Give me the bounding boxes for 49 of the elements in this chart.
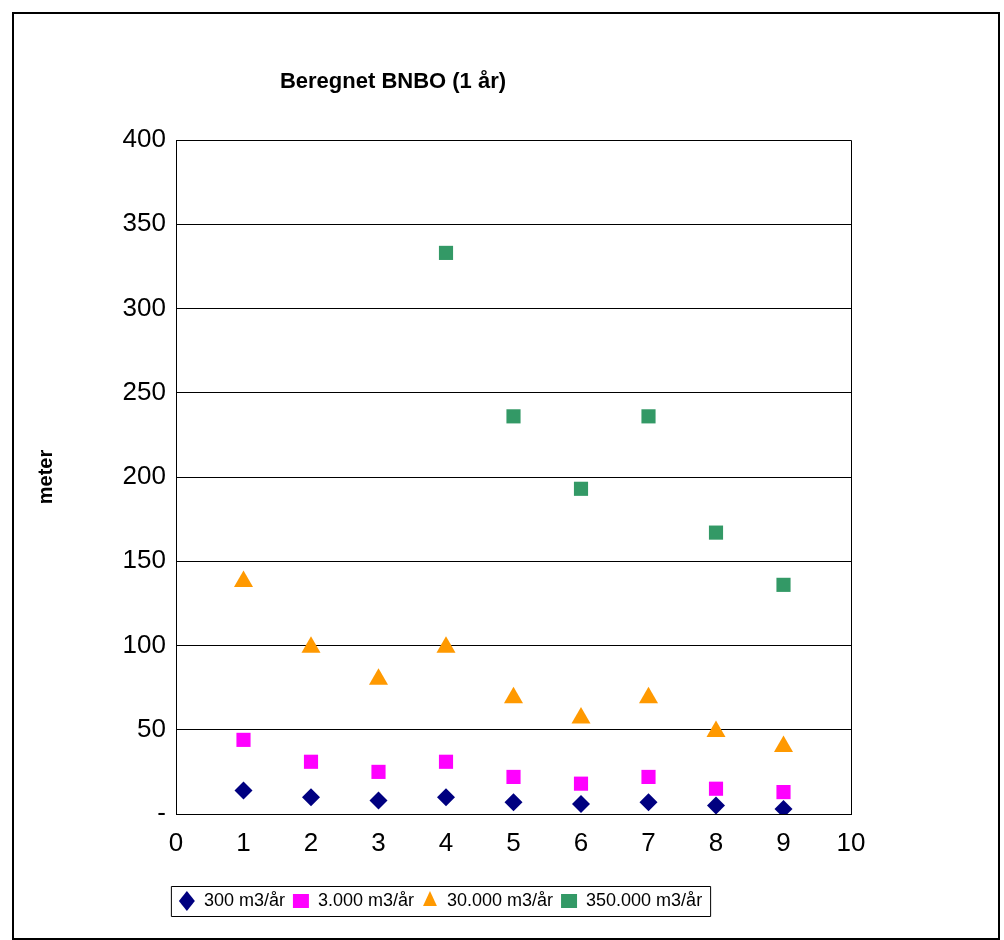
y-tick-label: 300 <box>122 291 166 322</box>
y-tick-label: - <box>157 797 166 828</box>
y-tick-label: 50 <box>137 712 166 743</box>
legend-label: 350.000 m3/år <box>586 889 703 910</box>
point <box>438 754 454 769</box>
point <box>641 409 656 424</box>
x-tick-label: 7 <box>641 826 656 857</box>
chart-title: Beregnet BNBO (1 år) <box>279 68 507 94</box>
point <box>776 577 791 592</box>
y-axis-title: meter <box>33 449 56 505</box>
legend-label: 300 m3/år <box>203 889 285 910</box>
point <box>437 788 455 807</box>
point <box>371 764 386 779</box>
point <box>639 793 658 812</box>
x-tick-label: 2 <box>303 826 319 857</box>
point <box>234 781 253 800</box>
x-tick-label: 0 <box>168 826 184 857</box>
y-tick-label: 350 <box>122 207 166 238</box>
x-tick-label: 5 <box>506 826 521 857</box>
y-tick-label: 250 <box>122 375 166 406</box>
point <box>369 791 388 810</box>
point <box>708 525 724 540</box>
point <box>438 245 454 260</box>
point <box>506 769 521 784</box>
point <box>641 769 656 784</box>
point <box>708 781 724 796</box>
point <box>572 794 590 813</box>
y-tick-label: 100 <box>122 628 166 659</box>
x-tick-label: 3 <box>371 826 386 857</box>
y-tick-label: 200 <box>122 460 166 491</box>
x-tick-label: 10 <box>836 826 866 857</box>
legend-label: 30.000 m3/år <box>446 889 554 910</box>
point <box>573 776 589 791</box>
point <box>573 481 589 496</box>
point <box>776 785 791 800</box>
legend-label: 3.000 m3/år <box>317 889 414 910</box>
y-tick-label: 150 <box>122 544 166 575</box>
x-tick-label: 8 <box>708 826 724 857</box>
point <box>303 754 319 769</box>
x-tick-label: 9 <box>776 826 791 857</box>
point <box>236 732 251 747</box>
y-tick-label: 400 <box>122 123 166 154</box>
point <box>506 409 521 424</box>
x-tick-label: 1 <box>236 826 251 857</box>
point <box>504 793 523 812</box>
x-tick-label: 6 <box>573 826 589 857</box>
point <box>707 796 725 814</box>
point <box>302 788 320 807</box>
x-tick-label: 4 <box>438 826 454 857</box>
